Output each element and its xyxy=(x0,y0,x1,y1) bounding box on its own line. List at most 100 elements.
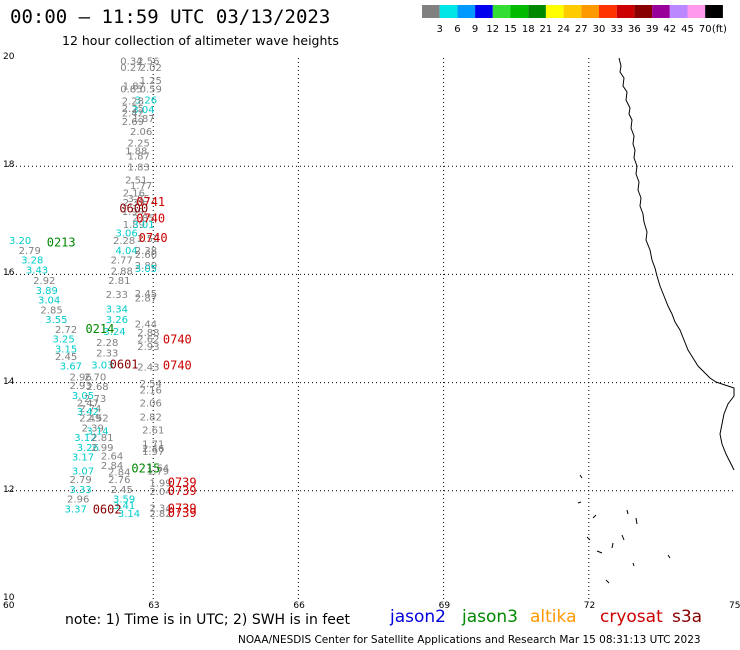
colorbar-label: 21 xyxy=(540,24,553,35)
wave-height-label: 3.55 xyxy=(45,315,67,326)
wave-height-label: 2.96 xyxy=(69,372,91,383)
wave-height-label: 0.85 xyxy=(120,85,142,96)
wave-height-label: 2.56 xyxy=(137,56,159,67)
colorbar-swatch xyxy=(528,5,546,18)
island-10 xyxy=(667,554,671,559)
island-12 xyxy=(632,562,635,567)
wave-height-label: 2.45 xyxy=(111,485,133,496)
satellite-legend-item: cryosat xyxy=(600,607,663,627)
wave-height-label: 3.26 xyxy=(77,443,99,454)
coastline xyxy=(577,57,735,584)
wave-height-label: 1.99 xyxy=(122,207,144,218)
pass-time-label: 0740 xyxy=(139,231,168,245)
wave-height-label: 3.15 xyxy=(55,344,77,355)
island-9 xyxy=(596,550,603,554)
wave-height-label: 2.88 xyxy=(137,328,159,339)
wave-height-label: 3.41 xyxy=(113,501,135,512)
y-axis-tick-label: 16 xyxy=(3,268,15,279)
observations-layer: 0.342.560.272.021.251.870.850.593.262.28… xyxy=(9,56,172,519)
wave-height-label: 2.52 xyxy=(137,234,159,245)
island-11 xyxy=(605,579,610,584)
wave-height-label: 0.59 xyxy=(140,85,162,96)
wave-height-label: 2.06 xyxy=(130,127,152,138)
wave-height-label: 2.39 xyxy=(82,423,104,434)
pass-time-label: 0740 xyxy=(163,359,192,373)
island-4 xyxy=(626,509,629,515)
wave-height-label: 2.45 xyxy=(135,289,157,300)
wave-height-label: 3.14 xyxy=(86,427,108,438)
colorbar-swatch xyxy=(439,5,458,18)
wave-height-label: 2.34 xyxy=(149,503,171,514)
wave-height-label: 3.42 xyxy=(77,407,99,418)
wave-height-label: 3.59 xyxy=(113,495,135,506)
wave-height-label: 2.72 xyxy=(55,325,77,336)
colorbar-label: 3 xyxy=(437,24,443,35)
wave-height-label: 1.83 xyxy=(128,163,150,174)
map-subtitle: 12 hour collection of altimeter wave hei… xyxy=(62,33,339,48)
wave-height-label: 3.05 xyxy=(135,264,157,275)
wave-height-label: 2.02 xyxy=(140,63,162,74)
wave-height-label: 3.33 xyxy=(69,485,91,496)
colorbar-legend: 3 6 9 12 15 18 21 24 27 30 33 36 39 42 45 70 (ft) xyxy=(422,5,727,35)
wave-height-label: 2.79 xyxy=(69,475,91,486)
wave-height-label: 2.88 xyxy=(111,266,133,277)
wave-height-label: 2.44 xyxy=(135,319,157,330)
wave-height-label: 3.04 xyxy=(132,105,154,116)
wave-height-label: 2.85 xyxy=(132,213,154,224)
pass-time-label: 0213 xyxy=(47,235,76,249)
y-axis-tick-label: 14 xyxy=(3,376,15,387)
island-2 xyxy=(577,501,582,504)
colorbar-label: 6 xyxy=(454,24,460,35)
footer-credit: NOAA/NESDIS Center for Satellite Applica… xyxy=(238,634,701,646)
wave-height-label: 2.61 xyxy=(142,425,164,436)
wave-height-label: 4.04 xyxy=(115,246,137,257)
wave-height-label: 2.16 xyxy=(123,188,145,199)
pass-time-label: 0602 xyxy=(93,503,122,517)
wave-height-label: 2.70 xyxy=(84,372,106,383)
wave-height-label: 2.25 xyxy=(128,139,150,150)
colorbar-unit: (ft) xyxy=(712,24,727,35)
island-5 xyxy=(635,517,638,525)
pass-time-label: 0739 xyxy=(168,475,197,489)
colorbar-label: 33 xyxy=(610,24,623,35)
wave-height-label: 2.74 xyxy=(79,404,101,415)
colorbar-swatch xyxy=(492,5,511,18)
wave-height-label: 2.99 xyxy=(91,443,113,454)
wave-height-label: 1.99 xyxy=(149,478,171,489)
wave-height-label: 3.07 xyxy=(72,467,94,478)
wave-height-label: 3.12 xyxy=(74,433,96,444)
wave-height-label: 2.62 xyxy=(137,335,159,346)
wave-height-label: 1.87 xyxy=(128,152,150,163)
wave-height-label: 1.25 xyxy=(140,76,162,87)
wave-height-label: 3.67 xyxy=(60,362,82,373)
wave-height-label: 3.06 xyxy=(115,229,137,240)
wave-height-label: 3.28 xyxy=(21,256,43,267)
wave-height-label: 2.60 xyxy=(135,250,157,261)
wave-height-label: 2.76 xyxy=(108,475,130,486)
x-axis-tick-label: 66 xyxy=(293,601,305,611)
wave-height-label: 1.97 xyxy=(142,447,164,458)
colorbar-label: 36 xyxy=(628,24,641,35)
satellite-legend-item: jason3 xyxy=(462,607,518,627)
x-axis-tick-label: 63 xyxy=(148,601,160,611)
wave-height-label: 2.39 xyxy=(123,198,145,209)
x-axis-tick-label: 72 xyxy=(583,601,596,611)
colorbar-label: 42 xyxy=(663,24,676,35)
island-8 xyxy=(586,536,591,541)
colorbar-label: 30 xyxy=(593,24,606,35)
colorbar-label: 27 xyxy=(575,24,588,35)
y-axis-tick-label: 10 xyxy=(3,593,15,603)
x-axis-tick-label: 60 xyxy=(3,601,15,611)
pass-time-label: 0739 xyxy=(168,501,197,515)
wave-height-label: 3.05 xyxy=(72,391,94,402)
island-6 xyxy=(621,534,625,541)
x-axis-tick-label: 75 xyxy=(729,601,740,611)
colorbar-swatch xyxy=(422,5,440,18)
wave-height-label: 2.87 xyxy=(135,293,157,304)
colorbar-swatch xyxy=(687,5,706,18)
wave-height-label: 2.52 xyxy=(86,414,108,425)
colorbar-label: 9 xyxy=(472,24,478,35)
pass-time-label: 0601 xyxy=(110,358,139,372)
colorbar-swatch xyxy=(545,5,564,18)
